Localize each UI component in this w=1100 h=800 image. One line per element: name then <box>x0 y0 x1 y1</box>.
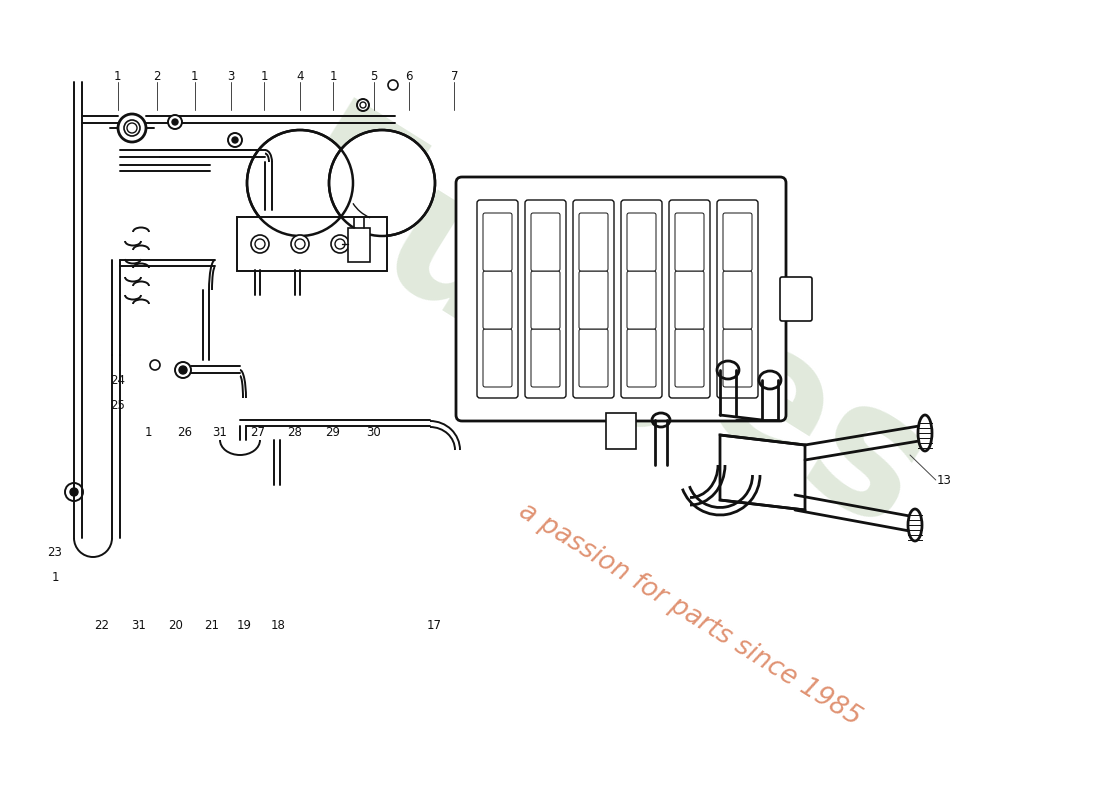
Text: 21: 21 <box>204 619 219 632</box>
FancyBboxPatch shape <box>627 213 656 271</box>
FancyBboxPatch shape <box>675 213 704 271</box>
FancyBboxPatch shape <box>483 213 512 271</box>
FancyBboxPatch shape <box>717 200 758 398</box>
FancyBboxPatch shape <box>579 329 608 387</box>
Text: 6: 6 <box>406 70 412 82</box>
Text: 22: 22 <box>94 619 109 632</box>
FancyBboxPatch shape <box>723 271 752 329</box>
Text: 20: 20 <box>168 619 184 632</box>
Text: 2: 2 <box>154 70 161 82</box>
Circle shape <box>70 488 78 496</box>
Text: 28: 28 <box>287 426 303 438</box>
FancyBboxPatch shape <box>780 277 812 321</box>
Text: 31: 31 <box>131 619 146 632</box>
FancyBboxPatch shape <box>531 329 560 387</box>
Polygon shape <box>720 435 805 510</box>
Text: 25: 25 <box>110 399 125 412</box>
Text: 1: 1 <box>191 70 198 82</box>
Text: 23: 23 <box>47 546 63 558</box>
FancyBboxPatch shape <box>531 271 560 329</box>
Bar <box>348 228 370 262</box>
Text: 18: 18 <box>271 619 286 632</box>
FancyBboxPatch shape <box>579 213 608 271</box>
Text: 7: 7 <box>451 70 458 82</box>
Text: 27: 27 <box>250 426 265 438</box>
FancyBboxPatch shape <box>627 329 656 387</box>
FancyBboxPatch shape <box>723 329 752 387</box>
Text: 1: 1 <box>52 571 58 584</box>
FancyBboxPatch shape <box>669 200 710 398</box>
FancyBboxPatch shape <box>525 200 566 398</box>
Text: 17: 17 <box>427 619 442 632</box>
FancyBboxPatch shape <box>236 217 387 271</box>
FancyBboxPatch shape <box>531 213 560 271</box>
FancyBboxPatch shape <box>621 200 662 398</box>
Circle shape <box>228 133 242 147</box>
Circle shape <box>172 119 178 125</box>
Circle shape <box>292 235 309 253</box>
Text: 13: 13 <box>936 474 952 486</box>
FancyBboxPatch shape <box>483 271 512 329</box>
Text: 1: 1 <box>261 70 267 82</box>
Circle shape <box>388 80 398 90</box>
Circle shape <box>168 115 182 129</box>
Circle shape <box>248 130 353 236</box>
Text: 4: 4 <box>297 70 304 82</box>
Circle shape <box>150 360 160 370</box>
Circle shape <box>175 362 191 378</box>
Circle shape <box>232 137 238 143</box>
Circle shape <box>251 235 270 253</box>
FancyBboxPatch shape <box>477 200 518 398</box>
Text: 1: 1 <box>145 426 152 438</box>
Text: 19: 19 <box>236 619 252 632</box>
Circle shape <box>358 99 368 111</box>
Text: 24: 24 <box>110 374 125 386</box>
Text: 26: 26 <box>177 426 192 438</box>
FancyBboxPatch shape <box>675 329 704 387</box>
Ellipse shape <box>918 415 932 451</box>
Text: 5: 5 <box>371 70 377 82</box>
Text: 1: 1 <box>114 70 121 82</box>
Circle shape <box>329 130 434 236</box>
FancyBboxPatch shape <box>675 271 704 329</box>
Text: rces: rces <box>503 198 957 573</box>
Text: 29: 29 <box>324 426 340 438</box>
FancyBboxPatch shape <box>579 271 608 329</box>
FancyBboxPatch shape <box>723 213 752 271</box>
Bar <box>606 413 636 449</box>
Text: 31: 31 <box>212 426 228 438</box>
Text: 3: 3 <box>228 70 234 82</box>
FancyBboxPatch shape <box>483 329 512 387</box>
Circle shape <box>331 235 349 253</box>
FancyBboxPatch shape <box>573 200 614 398</box>
FancyBboxPatch shape <box>456 177 786 421</box>
Circle shape <box>124 120 140 136</box>
Text: 30: 30 <box>366 426 382 438</box>
Text: 1: 1 <box>330 70 337 82</box>
FancyBboxPatch shape <box>627 271 656 329</box>
Text: Euro: Euro <box>246 92 734 488</box>
Circle shape <box>126 123 138 133</box>
Text: a passion for parts since 1985: a passion for parts since 1985 <box>514 498 866 731</box>
Circle shape <box>179 366 187 374</box>
Ellipse shape <box>908 509 922 541</box>
